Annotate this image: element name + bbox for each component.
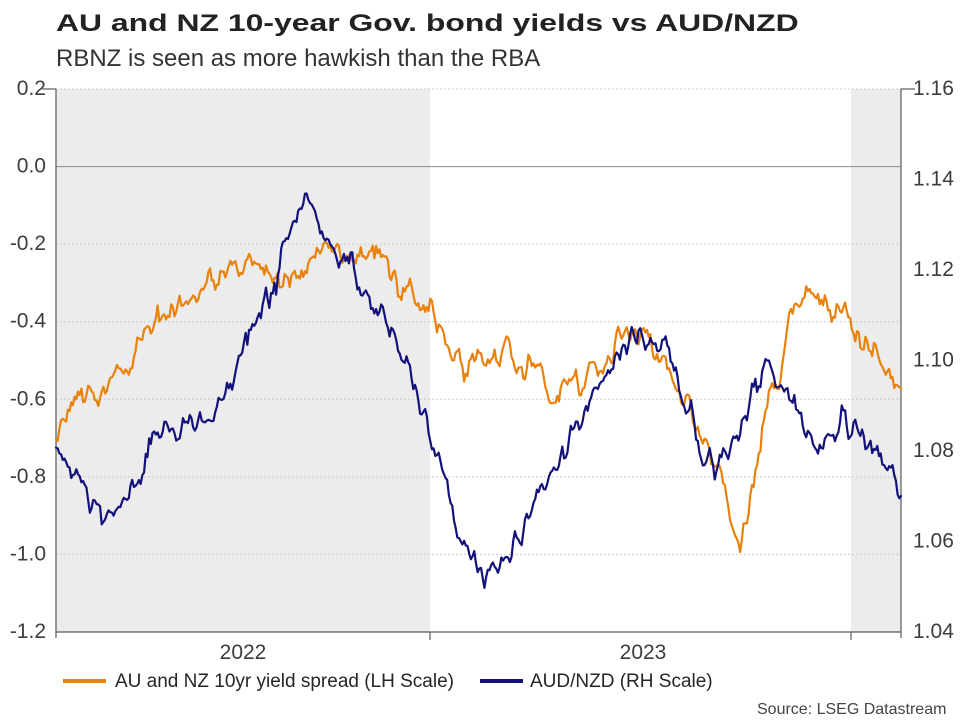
svg-text:AU and NZ 10yr yield spread (L: AU and NZ 10yr yield spread (LH Scale): [115, 671, 454, 692]
svg-text:AUD/NZD (RH Scale): AUD/NZD (RH Scale): [530, 671, 713, 692]
